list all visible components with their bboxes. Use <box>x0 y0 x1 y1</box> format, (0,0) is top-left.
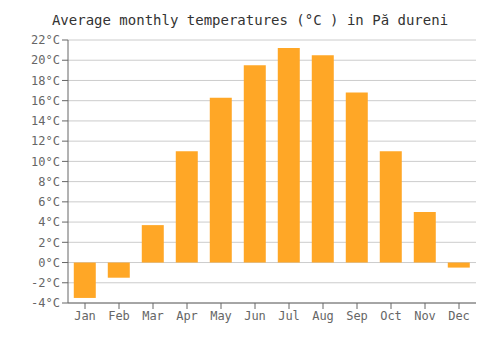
svg-text:Jan: Jan <box>74 309 96 323</box>
svg-text:0°C: 0°C <box>38 256 60 270</box>
svg-text:Dec: Dec <box>448 309 470 323</box>
svg-text:Jul: Jul <box>278 309 300 323</box>
svg-text:14°C: 14°C <box>31 114 60 128</box>
svg-text:-2°C: -2°C <box>31 276 60 290</box>
svg-text:10°C: 10°C <box>31 155 60 169</box>
svg-text:18°C: 18°C <box>31 74 60 88</box>
svg-text:-4°C: -4°C <box>31 296 60 310</box>
svg-text:Sep: Sep <box>346 309 368 323</box>
svg-text:12°C: 12°C <box>31 134 60 148</box>
svg-text:Aug: Aug <box>312 309 334 323</box>
svg-text:4°C: 4°C <box>38 215 60 229</box>
svg-text:Jun: Jun <box>244 309 266 323</box>
svg-text:Apr: Apr <box>176 309 198 323</box>
svg-text:20°C: 20°C <box>31 53 60 67</box>
svg-text:6°C: 6°C <box>38 195 60 209</box>
svg-text:22°C: 22°C <box>31 33 60 47</box>
svg-text:8°C: 8°C <box>38 175 60 189</box>
svg-text:May: May <box>210 309 232 323</box>
svg-text:2°C: 2°C <box>38 236 60 250</box>
svg-text:Mar: Mar <box>142 309 164 323</box>
svg-text:16°C: 16°C <box>31 94 60 108</box>
html-text:Average monthly temperatures (: Average monthly temperatures (°C ) in Pă… <box>51 12 449 28</box>
svg-text:Oct: Oct <box>380 309 402 323</box>
svg-text:Feb: Feb <box>108 309 130 323</box>
svg-text:Nov: Nov <box>414 309 436 323</box>
